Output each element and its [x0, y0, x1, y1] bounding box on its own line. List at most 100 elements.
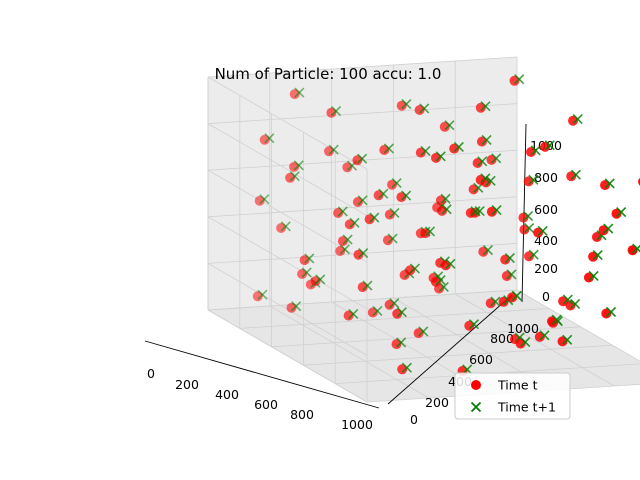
point-time-t1: [301, 267, 312, 278]
point-time-t1: [293, 160, 304, 171]
point-time-t1: [562, 294, 573, 305]
point-time-t1: [369, 212, 380, 223]
point-time-t: [588, 251, 599, 262]
grid-line-z-right: [207, 196, 518, 218]
point-time-t: [601, 308, 612, 319]
point-time-t1: [401, 190, 412, 201]
point-time-t: [475, 102, 486, 113]
grid-line-y-floor: [269, 305, 430, 399]
point-time-t1: [544, 140, 555, 151]
point-time-t: [476, 136, 487, 147]
point-time-t1: [383, 143, 394, 154]
point-time-t: [475, 174, 486, 185]
point-time-t: [519, 224, 530, 235]
grid-lines: [207, 56, 640, 403]
tick-labels: 0200400600800100002004006008001000020040…: [147, 138, 562, 432]
y-tick-label: 1000: [507, 321, 539, 336]
point-time-t: [397, 364, 408, 375]
point-time-t1: [289, 171, 300, 182]
point-time-t: [337, 236, 348, 247]
point-time-t1: [491, 205, 502, 216]
point-time-t1: [389, 298, 400, 309]
point-time-t1: [605, 306, 617, 317]
point-time-t: [357, 282, 368, 293]
legend-label-time-t: Time t: [497, 378, 538, 393]
legend-marker-time-t: [471, 380, 481, 390]
point-time-t: [415, 147, 426, 158]
point-time-t1: [378, 188, 389, 199]
point-time-t1: [504, 252, 515, 264]
point-time-t1: [342, 234, 353, 245]
point-time-t1: [337, 206, 348, 217]
z-tick-label: 200: [534, 261, 558, 276]
point-time-t1: [523, 210, 534, 222]
grid-line-y-floor: [454, 293, 615, 387]
point-time-t1: [401, 99, 412, 110]
grid-line-z-left: [207, 123, 368, 216]
grid-line-z-left: [207, 76, 368, 170]
point-time-t1: [264, 133, 275, 144]
point-time-t: [509, 75, 520, 86]
point-time-t: [333, 208, 344, 218]
point-time-t1: [562, 334, 573, 345]
point-time-t1: [604, 178, 615, 189]
y-axis-line: [387, 294, 513, 405]
point-time-t: [276, 223, 287, 233]
point-time-t1: [474, 206, 485, 217]
point-time-t: [420, 228, 431, 239]
point-time-t1: [491, 153, 502, 164]
point-time-t: [297, 269, 308, 279]
point-time-t1: [468, 319, 480, 330]
x-tick-label: 400: [215, 387, 239, 402]
point-time-t1: [537, 225, 548, 237]
point-time-t1: [445, 258, 456, 269]
point-time-t1: [389, 207, 400, 219]
point-time-t: [326, 107, 337, 118]
point-time-t1: [632, 243, 640, 254]
y-tick-label: 200: [425, 395, 449, 410]
point-time-t: [384, 299, 395, 310]
point-time-t: [591, 232, 602, 242]
chart-title: Num of Particle: 100 accu: 1.0: [215, 65, 442, 83]
point-time-t: [342, 162, 353, 173]
point-time-t1: [570, 169, 581, 180]
point-time-t: [526, 147, 536, 157]
point-time-t1: [435, 275, 446, 286]
point-time-t1: [438, 281, 449, 293]
point-time-t: [396, 100, 407, 111]
point-time-t1: [440, 193, 451, 204]
point-time-t1: [291, 301, 302, 312]
point-time-t: [515, 338, 526, 349]
point-time-t: [518, 212, 529, 223]
point-time-t1: [524, 222, 535, 234]
z-tick-label: 800: [534, 170, 558, 185]
point-time-t1: [372, 305, 383, 316]
point-time-t1: [514, 74, 525, 85]
point-time-t1: [409, 263, 420, 274]
point-time-t: [384, 209, 395, 220]
point-time-t: [367, 307, 378, 318]
point-time-t1: [328, 144, 339, 155]
point-time-t: [254, 195, 265, 206]
x-tick-label: 200: [175, 377, 199, 392]
point-time-t1: [339, 244, 350, 255]
point-time-t: [285, 172, 296, 183]
point-time-t1: [603, 223, 614, 234]
point-time-t1: [349, 217, 360, 228]
point-time-t: [478, 246, 489, 257]
z-tick-label: 0: [542, 289, 550, 304]
legend-box: [454, 372, 571, 420]
point-time-t1: [358, 248, 369, 259]
pane-right: [208, 57, 517, 310]
point-time-t: [299, 255, 310, 266]
point-time-t: [557, 336, 568, 347]
point-time-t: [439, 121, 450, 132]
point-time-t1: [470, 206, 481, 217]
point-time-t1: [357, 153, 368, 164]
point-time-t: [259, 134, 270, 145]
point-time-t1: [480, 173, 491, 184]
point-time-t1: [490, 296, 501, 307]
point-time-t1: [418, 326, 429, 337]
